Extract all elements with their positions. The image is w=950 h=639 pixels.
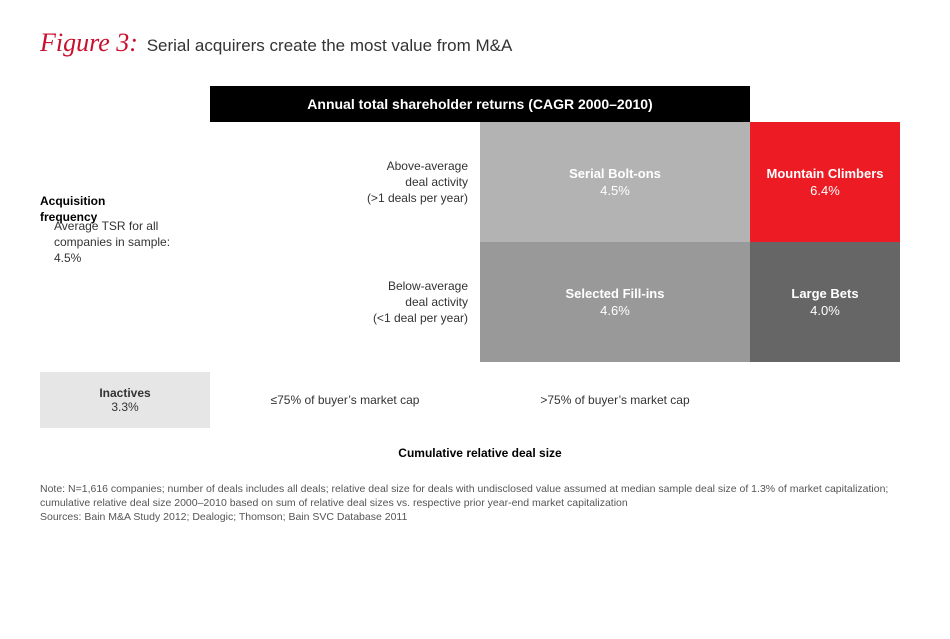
figure-subtitle: Serial acquirers create the most value f… bbox=[147, 36, 513, 55]
col-label-0: ≤75% of buyer’s market cap bbox=[210, 393, 480, 407]
chart-header: Annual total shareholder returns (CAGR 2… bbox=[210, 86, 750, 122]
col-label-1: >75% of buyer’s market cap bbox=[480, 393, 750, 407]
y-axis-title: Acquisition frequency bbox=[40, 194, 120, 225]
side-note: Average TSR for all companies in sample:… bbox=[40, 122, 210, 362]
chart: Acquisition frequency Annual total share… bbox=[40, 86, 910, 460]
row-label-0: Above-average deal activity (>1 deals pe… bbox=[210, 122, 480, 242]
cell-large-bets: Large Bets 4.0% bbox=[750, 242, 900, 362]
matrix-grid: Above-average deal activity (>1 deals pe… bbox=[40, 122, 910, 362]
inactives-cell: Inactives 3.3% bbox=[40, 372, 210, 428]
footnote: Note: N=1,616 companies; number of deals… bbox=[40, 482, 910, 525]
bottom-row: Inactives 3.3% ≤75% of buyer’s market ca… bbox=[40, 372, 910, 428]
figure-label: Figure 3: bbox=[40, 28, 138, 57]
x-axis-title: Cumulative relative deal size bbox=[210, 446, 750, 460]
cell-serial-bolt-ons: Serial Bolt-ons 4.5% bbox=[480, 122, 750, 242]
cell-mountain-climbers: Mountain Climbers 6.4% bbox=[750, 122, 900, 242]
row-label-1: Below-average deal activity (<1 deal per… bbox=[210, 242, 480, 362]
cell-selected-fill-ins: Selected Fill-ins 4.6% bbox=[480, 242, 750, 362]
figure-title: Figure 3: Serial acquirers create the mo… bbox=[40, 28, 910, 58]
